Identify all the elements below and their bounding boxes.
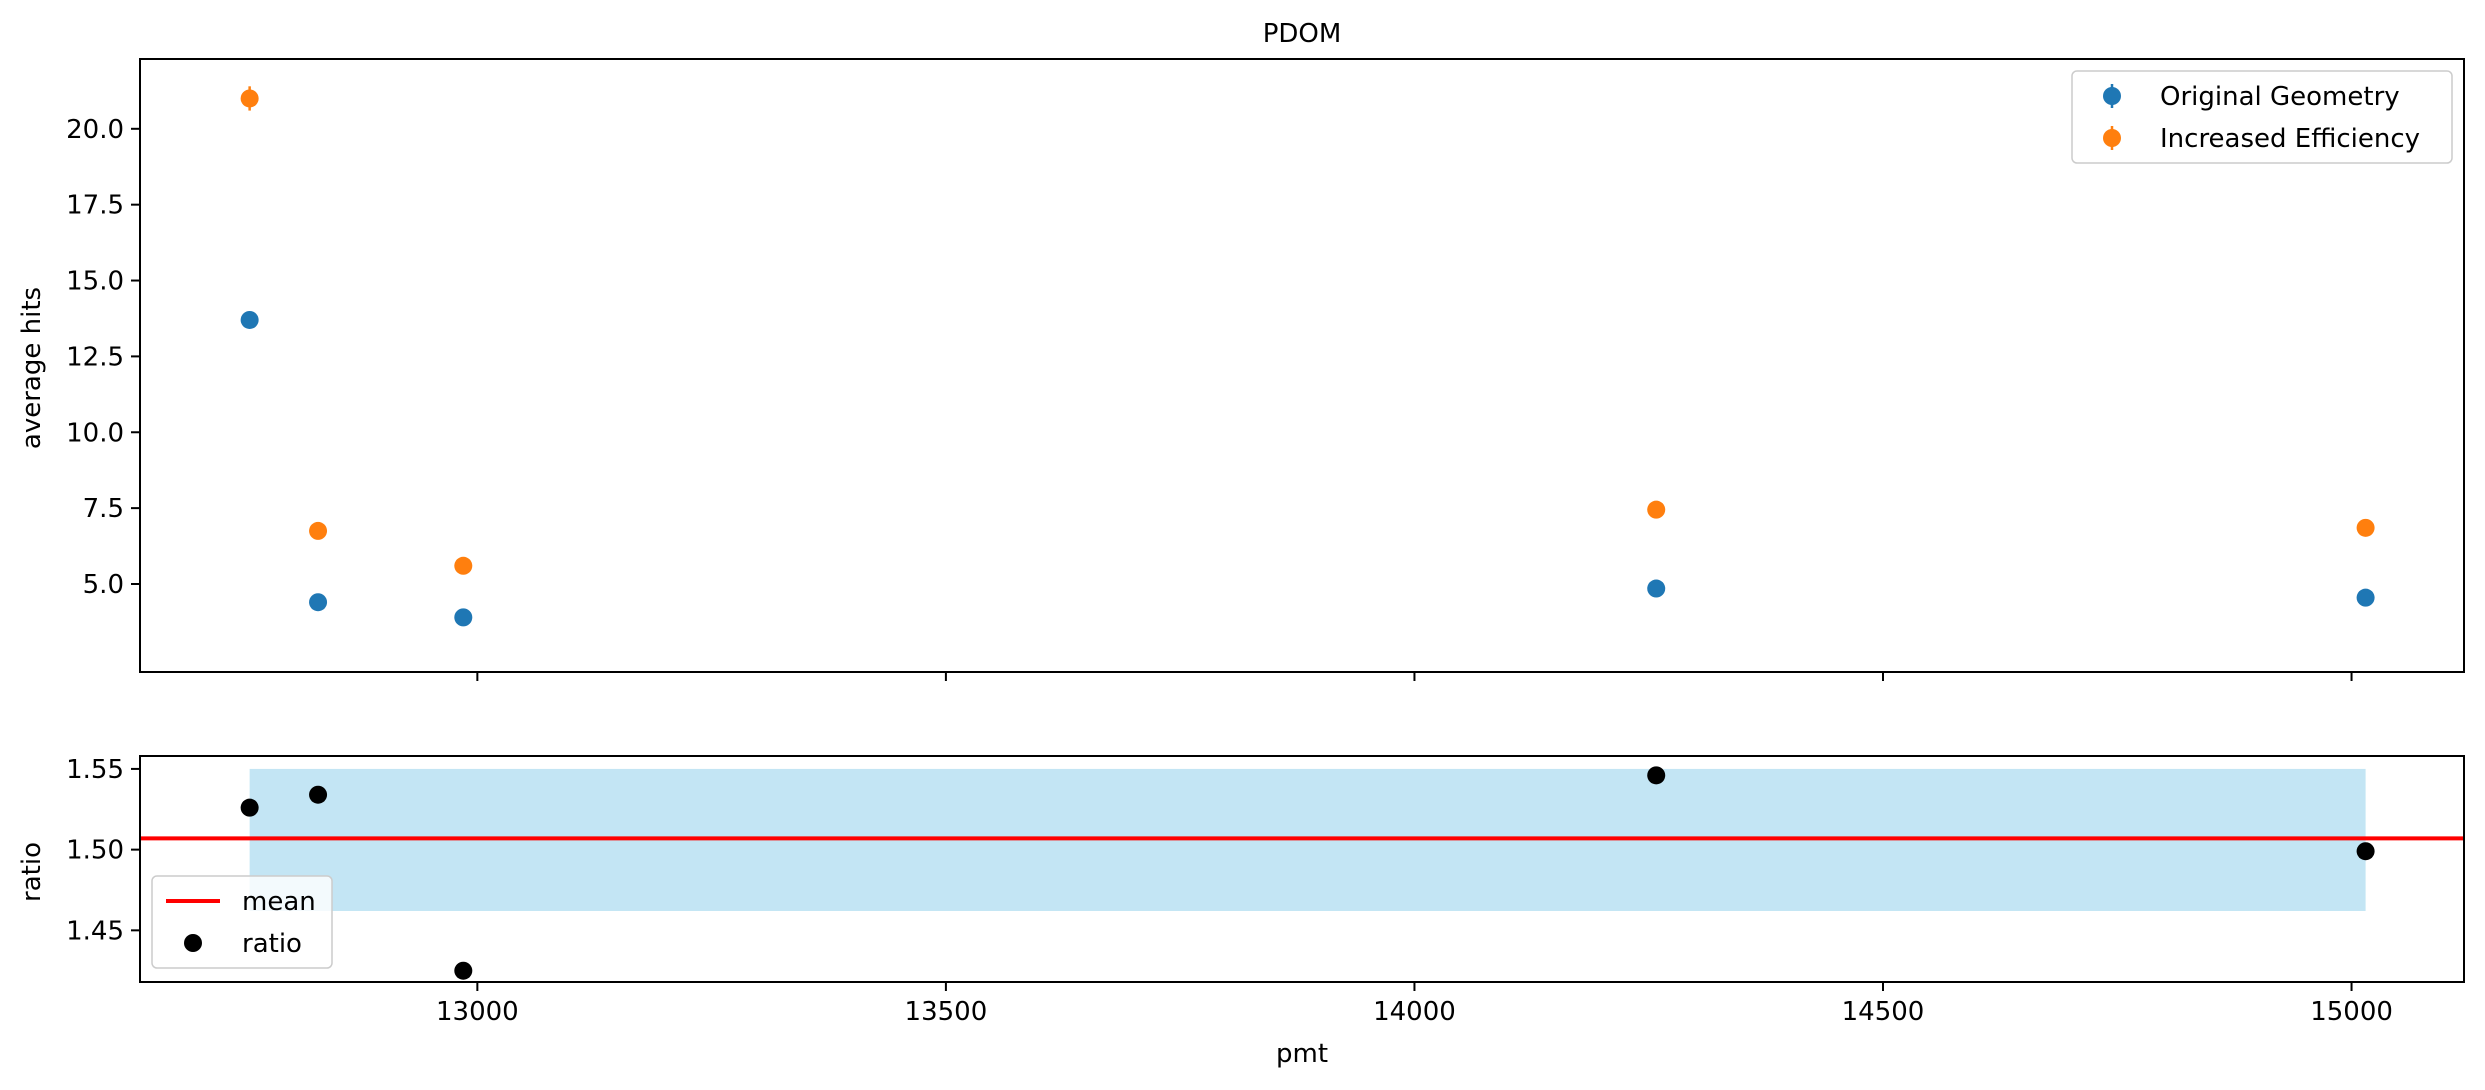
original-geometry-point — [2356, 588, 2375, 607]
legend-ratio-label: ratio — [242, 929, 302, 959]
top-y-tick-label: 5.0 — [83, 570, 124, 600]
increased-efficiency-point — [240, 89, 259, 108]
bottom-y-tick-label: 1.55 — [66, 755, 124, 785]
legend-entry-ratio: ratio — [184, 929, 302, 959]
ratio-point — [2356, 842, 2375, 861]
top-y-tick-label: 10.0 — [66, 418, 124, 448]
bottom-y-tick-label: 1.50 — [66, 836, 124, 866]
increased-efficiency-point — [454, 556, 473, 575]
bottom-axes-layer: 1.45 1.50 1.55 13000 13500 14000 14500 15000 — [66, 755, 2393, 1027]
bottom-x-tick-label: 13500 — [905, 997, 988, 1027]
legend-ratio-marker — [184, 934, 202, 952]
legend-original-geometry-marker — [2103, 87, 2121, 105]
legend-entry-increased-efficiency: Increased Efficiency — [2103, 124, 2420, 154]
bottom-x-axis-label: pmt — [1276, 1039, 1328, 1069]
increased-efficiency-point — [2356, 518, 2375, 537]
bottom-x-tick-label: 13000 — [436, 997, 519, 1027]
top-y-tick-label: 17.5 — [66, 191, 124, 221]
ratio-point — [1647, 766, 1666, 785]
top-plot-frame — [139, 58, 2465, 673]
legend-increased-efficiency-label: Increased Efficiency — [2160, 124, 2420, 154]
bottom-panel: ratio pmt 1.45 1.50 1.55 13000 13500 14000 145… — [17, 755, 2465, 1069]
top-y-axis-label: average hits — [17, 287, 47, 449]
top-title: PDOM — [1263, 19, 1342, 49]
ratio-point — [309, 785, 328, 804]
original-geometry-point — [309, 593, 328, 612]
top-y-tick-label: 15.0 — [66, 267, 124, 297]
top-panel: PDOM average hits 5.0 7.5 10.0 12.5 15.0 17.5… — [17, 19, 2465, 681]
increased-efficiency-point — [309, 521, 328, 540]
bottom-x-tick-label: 15000 — [2310, 997, 2393, 1027]
top-y-tick-label: 20.0 — [66, 115, 124, 145]
legend-original-geometry-label: Original Geometry — [2160, 82, 2400, 112]
original-geometry-point — [1647, 579, 1666, 598]
legend-mean-label: mean — [242, 887, 316, 917]
top-y-tick-label: 7.5 — [83, 494, 124, 524]
legend-entry-original-geometry: Original Geometry — [2103, 82, 2400, 112]
top-y-tick-label: 12.5 — [66, 342, 124, 372]
original-geometry-point — [240, 310, 259, 329]
original-geometry-point — [454, 608, 473, 627]
top-legend-box — [2071, 70, 2453, 164]
bottom-y-tick-label: 1.45 — [66, 916, 124, 946]
bottom-y-axis-label: ratio — [17, 842, 47, 902]
legend-increased-efficiency-marker — [2103, 129, 2121, 147]
bottom-x-tick-label: 14500 — [1842, 997, 1925, 1027]
bottom-marks-layer — [240, 766, 2375, 980]
legend-entry-mean: mean — [166, 887, 316, 917]
increased-efficiency-point — [1647, 500, 1666, 519]
ratio-point — [240, 798, 259, 817]
ratio-point — [454, 961, 473, 980]
top-marks-layer — [240, 86, 2375, 627]
top-axes-layer: 5.0 7.5 10.0 12.5 15.0 17.5 20.0 — [66, 115, 2353, 681]
top-legend: Original Geometry Increased Efficiency — [2071, 70, 2453, 164]
bottom-x-tick-label: 14000 — [1373, 997, 1456, 1027]
bottom-plot-frame — [139, 755, 2465, 983]
bottom-legend: mean ratio — [151, 875, 333, 969]
